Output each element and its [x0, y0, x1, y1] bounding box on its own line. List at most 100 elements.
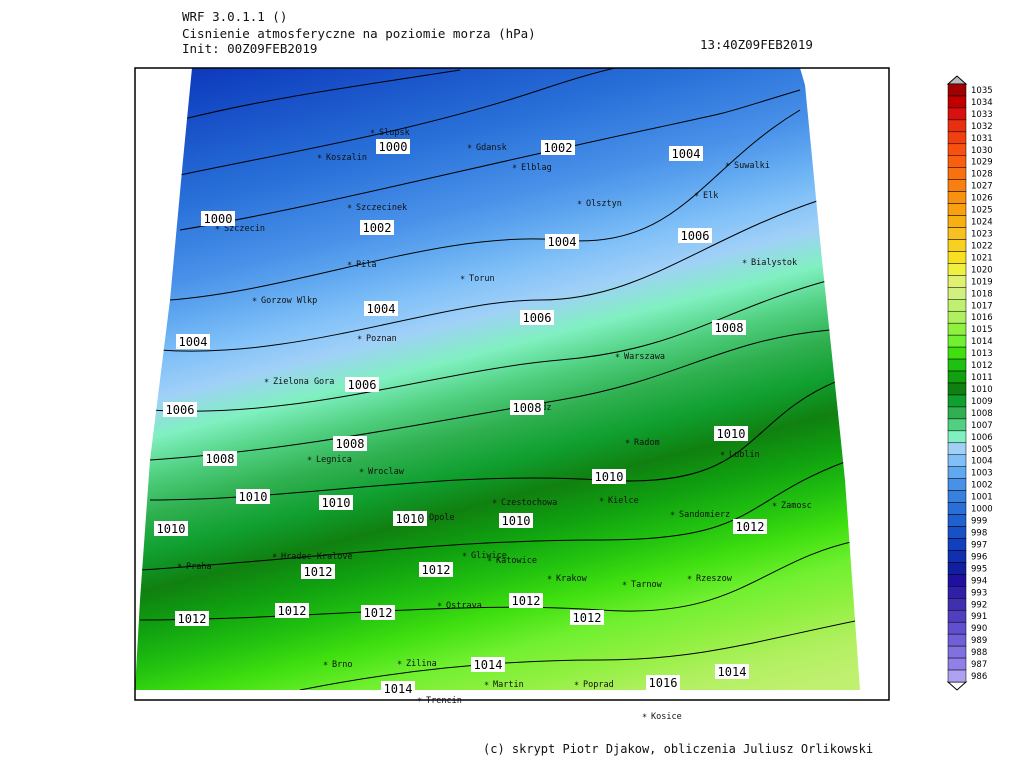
isobar	[179, 89, 801, 231]
city-label: Szczecinek	[356, 203, 407, 213]
city-label: Katowice	[496, 556, 537, 566]
isobar-label: 1012	[364, 606, 393, 620]
colorbar-label: 1021	[971, 253, 993, 263]
isobar-label-bg	[236, 489, 270, 504]
colorbar-label: 1011	[971, 373, 993, 383]
city-marker: *	[725, 162, 730, 172]
city-label: Gorzow Wlkp	[261, 296, 317, 306]
city-label: Czestochowa	[501, 498, 557, 508]
city-marker: *	[272, 553, 277, 563]
colorbar-swatch	[947, 191, 967, 204]
map-frame	[134, 67, 890, 701]
colorbar-swatch	[947, 275, 967, 288]
city-marker: *	[625, 439, 630, 449]
colorbar-swatch	[947, 155, 967, 168]
colorbar-label: 1006	[971, 433, 993, 443]
colorbar-label: 1004	[971, 457, 993, 467]
city-label: Tarnow	[631, 580, 663, 590]
isobar-label-bg	[275, 603, 309, 618]
isobar-label: 1000	[379, 140, 408, 154]
city-label: Legnica	[316, 455, 352, 465]
colorbar-label: 988	[971, 648, 987, 658]
colorbar-label: 986	[971, 672, 987, 682]
colorbar-swatch	[947, 562, 967, 575]
isobar-label-bg	[669, 146, 703, 161]
city-label: Ostrava	[446, 601, 482, 611]
colorbar-label: 990	[971, 624, 987, 634]
isobar-label: 1010	[157, 522, 186, 536]
colorbar-swatch	[947, 418, 967, 432]
city-marker: *	[742, 259, 747, 269]
city-marker: *	[347, 261, 352, 271]
city-label: Zilina	[406, 659, 437, 669]
isobar-label: 1012	[278, 604, 307, 618]
colorbar-label: 998	[971, 529, 987, 539]
isobar-label: 1006	[681, 229, 710, 243]
colorbar-label: 1027	[971, 182, 993, 192]
isobar-label-bg	[509, 593, 543, 608]
city-label: Kielce	[608, 496, 639, 506]
colorbar-label: 1020	[971, 265, 993, 275]
colorbar-label: 1035	[971, 86, 993, 96]
isobar-label-bg	[510, 400, 544, 415]
city-marker: *	[252, 297, 257, 307]
isobar-label-bg	[154, 521, 188, 536]
colorbar-label: 1032	[971, 122, 993, 132]
isobar-label-bg	[733, 519, 767, 534]
city-label: Hradec Kralove	[281, 552, 353, 562]
colorbar-label: 1000	[971, 505, 993, 515]
colorbar-swatch	[947, 334, 967, 348]
isobar-label: 1010	[502, 514, 531, 528]
colorbar-swatch	[947, 478, 967, 491]
city-label: Martin	[493, 680, 524, 690]
city-marker: *	[487, 557, 492, 567]
city-marker: *	[370, 129, 375, 139]
isobar-label: 1014	[384, 682, 413, 696]
colorbar-swatch	[947, 143, 967, 157]
colorbar-label: 1005	[971, 445, 993, 455]
city-marker: *	[215, 225, 220, 235]
colorbar-swatch	[947, 119, 967, 133]
colorbar-swatch	[947, 95, 967, 109]
colorbar-label: 1019	[971, 277, 993, 287]
colorbar-swatch	[947, 574, 967, 587]
isobar	[149, 279, 831, 412]
isobar-label-bg	[499, 513, 533, 528]
city-label: Brno	[332, 660, 352, 670]
city-label: Elk	[703, 191, 718, 201]
isobar-label-bg	[714, 426, 748, 441]
isobar-label: 1014	[718, 665, 747, 679]
colorbar-label: 1029	[971, 158, 993, 168]
isobar-label-bg	[520, 310, 554, 325]
isobar-label: 1012	[573, 611, 602, 625]
city-label: Koszalin	[326, 153, 367, 163]
colorbar-swatch	[947, 346, 967, 360]
colorbar-label: 1008	[971, 409, 993, 419]
city-label: Olsztyn	[586, 199, 622, 209]
city-label: Zamosc	[781, 501, 812, 511]
city-label: Torun	[469, 274, 495, 284]
isobar-label: 1008	[336, 437, 365, 451]
isobar-label: 1010	[717, 427, 746, 441]
city-label: Elblag	[521, 163, 552, 173]
city-label: Rzeszow	[696, 574, 733, 584]
colorbar-swatch	[947, 227, 967, 240]
colorbar-swatch	[947, 598, 967, 611]
colorbar-label: 1009	[971, 397, 993, 407]
city-label: Praha	[186, 562, 212, 572]
isobar-label: 1002	[363, 221, 392, 235]
colorbar-swatch	[947, 633, 967, 647]
colorbar-label: 1017	[971, 301, 993, 311]
city-label: Pila	[356, 260, 376, 270]
city-marker: *	[484, 681, 489, 691]
colorbar-label: 1014	[971, 337, 993, 347]
isobar-label-bg	[376, 139, 410, 154]
city-marker: *	[359, 468, 364, 478]
isobar	[179, 69, 461, 121]
city-label: Zielona Gora	[273, 377, 334, 387]
colorbar-swatch	[947, 239, 967, 252]
colorbar-swatch	[947, 430, 967, 444]
isobar-label-bg	[319, 495, 353, 510]
colorbar-bottom-arrow	[946, 681, 968, 691]
